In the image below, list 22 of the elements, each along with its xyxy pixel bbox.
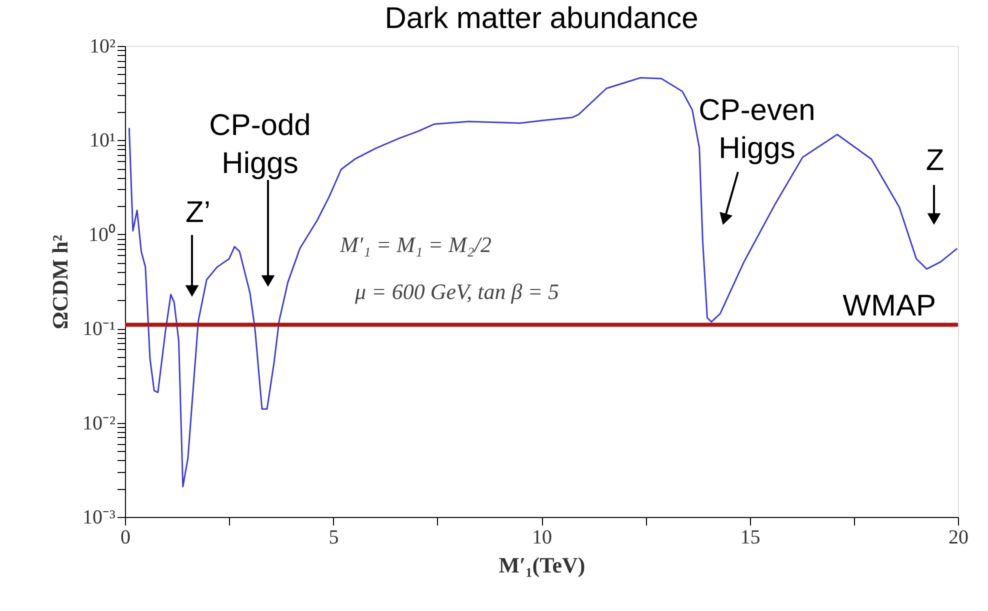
- x-tick-label: 5: [328, 526, 339, 548]
- annotation: CP-even Higgs: [698, 94, 816, 165]
- line-series: [128, 77, 958, 488]
- y-tick-label: 10⁻³: [82, 506, 116, 528]
- x-tick-label: 0: [120, 526, 130, 548]
- x-tick-label: 20: [948, 526, 968, 548]
- y-tick-label: 10⁻²: [82, 412, 116, 434]
- y-axis-title: ΩCDM h²: [48, 234, 73, 330]
- chart-title: Dark matter abundance: [384, 2, 698, 35]
- y-tick-label: 10¹: [90, 130, 116, 152]
- ref-line-label: WMAP: [842, 290, 936, 323]
- annotation: μ = 600 GeV, tan β = 5: [354, 279, 560, 304]
- y-tick-label: 10²: [90, 36, 116, 58]
- annotation: Z: [926, 144, 944, 177]
- y-tick-label: 10⁻¹: [82, 318, 116, 340]
- x-tick-label: 15: [740, 526, 760, 548]
- annotation: Z’: [186, 196, 210, 229]
- annotation: M′₁ = M₁ = M₂/2: [339, 232, 492, 257]
- x-tick-label: 10: [532, 526, 552, 548]
- y-tick-label: 10⁰: [88, 222, 116, 246]
- annotation: CP-odd Higgs: [209, 109, 311, 180]
- x-axis-title: M′₁(TeV): [498, 552, 586, 578]
